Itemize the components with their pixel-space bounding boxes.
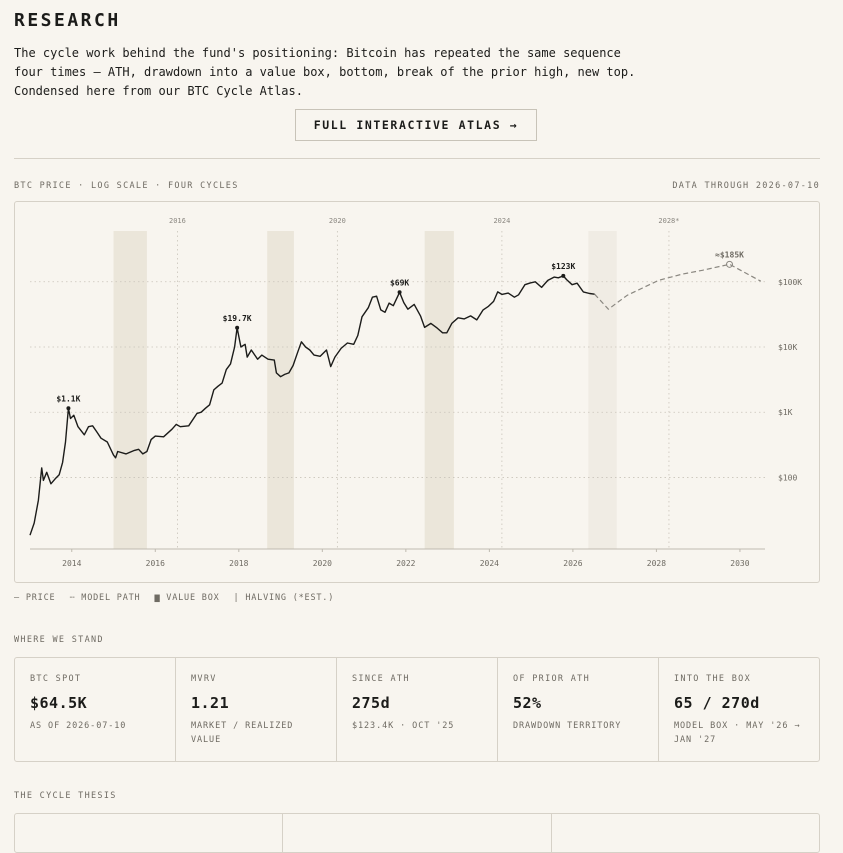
- full-atlas-button[interactable]: FULL INTERACTIVE ATLAS →: [295, 109, 537, 141]
- ath-label: $1.1K: [56, 394, 80, 403]
- value-box: [267, 231, 294, 549]
- y-tick-label: $100K: [778, 278, 802, 287]
- cycle-thesis-label: THE CYCLE THESIS: [14, 791, 117, 801]
- value-box: [113, 231, 147, 549]
- value-box: [424, 231, 454, 549]
- x-tick-label: 2030: [730, 559, 749, 568]
- ath-marker: [561, 273, 566, 278]
- y-tick-label: $10K: [778, 343, 797, 352]
- stat-label: MVRV: [191, 674, 217, 684]
- cycle-thesis-panel: [14, 813, 820, 853]
- model-path-line: [594, 263, 762, 310]
- x-tick-label: 2018: [229, 559, 248, 568]
- intro-line: The cycle work behind the fund's positio…: [14, 46, 621, 60]
- stat-value: 1.21: [191, 694, 230, 712]
- ath-label: $19.7K: [223, 314, 252, 323]
- data-through-label: DATA THROUGH 2026-07-10: [672, 181, 820, 191]
- x-tick-label: 2028: [647, 559, 666, 568]
- y-tick-label: $100: [778, 473, 797, 482]
- halving-label: 2028*: [658, 217, 679, 225]
- x-tick-label: 2014: [62, 559, 81, 568]
- x-tick-label: 2026: [563, 559, 582, 568]
- stat-into-the-box: INTO THE BOX 65 / 270d MODEL BOX · MAY '…: [659, 658, 819, 761]
- thesis-card: [15, 814, 284, 852]
- x-tick-label: 2022: [396, 559, 415, 568]
- page-title: RESEARCH: [14, 10, 121, 31]
- x-tick-label: 2024: [480, 559, 499, 568]
- halving-label: 2020: [329, 217, 346, 225]
- stat-label: INTO THE BOX: [674, 674, 752, 684]
- stat-btc-spot: BTC SPOT $64.5K AS OF 2026-07-10: [15, 658, 176, 761]
- intro-line: Condensed here from our BTC Cycle Atlas.: [14, 84, 303, 98]
- stat-sub: AS OF 2026-07-10: [30, 721, 127, 731]
- stat-of-prior-ath: OF PRIOR ATH 52% DRAWDOWN TERRITORY: [498, 658, 659, 761]
- halving-label: 2024: [493, 217, 510, 225]
- legend-model-path: ╌ MODEL PATH: [69, 593, 141, 603]
- ath-marker: [235, 325, 240, 330]
- stat-since-ath: SINCE ATH 275d $123.4K · OCT '25: [337, 658, 498, 761]
- stat-value: 65 / 270d: [674, 694, 760, 712]
- stat-sub: DRAWDOWN TERRITORY: [513, 721, 622, 731]
- ath-label: $123K: [551, 262, 575, 271]
- halving-label: 2016: [169, 217, 186, 225]
- legend-value-box: ▆ VALUE BOX: [154, 593, 220, 603]
- chart-legend: — PRICE ╌ MODEL PATH ▆ VALUE BOX | HALVI…: [14, 593, 334, 603]
- thesis-card: [552, 814, 819, 852]
- stat-value: 52%: [513, 694, 542, 712]
- btc-price-chart: $100 $1K $10K $100K 2016 2020 2024 2028* 2014 201…: [29, 217, 802, 568]
- x-tick-label: 2020: [313, 559, 332, 568]
- x-tick-label: 2016: [146, 559, 165, 568]
- ath-marker: [397, 290, 402, 295]
- ath-label: ≈$185K: [715, 250, 744, 259]
- chart-panel: $100 $1K $10K $100K 2016 2020 2024 2028* 2014 201…: [14, 201, 820, 583]
- value-box: [588, 231, 617, 549]
- stat-label: SINCE ATH: [352, 674, 410, 684]
- intro-line: four times — ATH, drawdown into a value …: [14, 65, 636, 79]
- stat-label: BTC SPOT: [30, 674, 82, 684]
- ath-label: $69K: [390, 278, 409, 287]
- where-we-stand-label: WHERE WE STAND: [14, 635, 104, 645]
- divider: [14, 158, 820, 159]
- legend-price: — PRICE: [14, 593, 56, 603]
- thesis-card: [283, 814, 552, 852]
- ath-marker: [66, 406, 71, 411]
- intro-text: The cycle work behind the fund's positio…: [14, 44, 654, 101]
- legend-halving: | HALVING (*EST.): [233, 593, 335, 603]
- stat-value: 275d: [352, 694, 391, 712]
- price-line: [29, 275, 595, 536]
- chart-label: BTC PRICE · LOG SCALE · FOUR CYCLES: [14, 181, 239, 191]
- stat-value: $64.5K: [30, 694, 88, 712]
- y-tick-label: $1K: [778, 408, 793, 417]
- stats-panel: BTC SPOT $64.5K AS OF 2026-07-10 MVRV 1.…: [14, 657, 820, 762]
- stat-label: OF PRIOR ATH: [513, 674, 591, 684]
- stat-sub: MARKET / REALIZED VALUE: [191, 721, 294, 745]
- stat-mvrv: MVRV 1.21 MARKET / REALIZED VALUE: [176, 658, 337, 761]
- stat-sub: MODEL BOX · MAY '26 → JAN '27: [674, 721, 801, 745]
- ath-marker: [726, 260, 734, 268]
- stat-sub: $123.4K · OCT '25: [352, 721, 455, 731]
